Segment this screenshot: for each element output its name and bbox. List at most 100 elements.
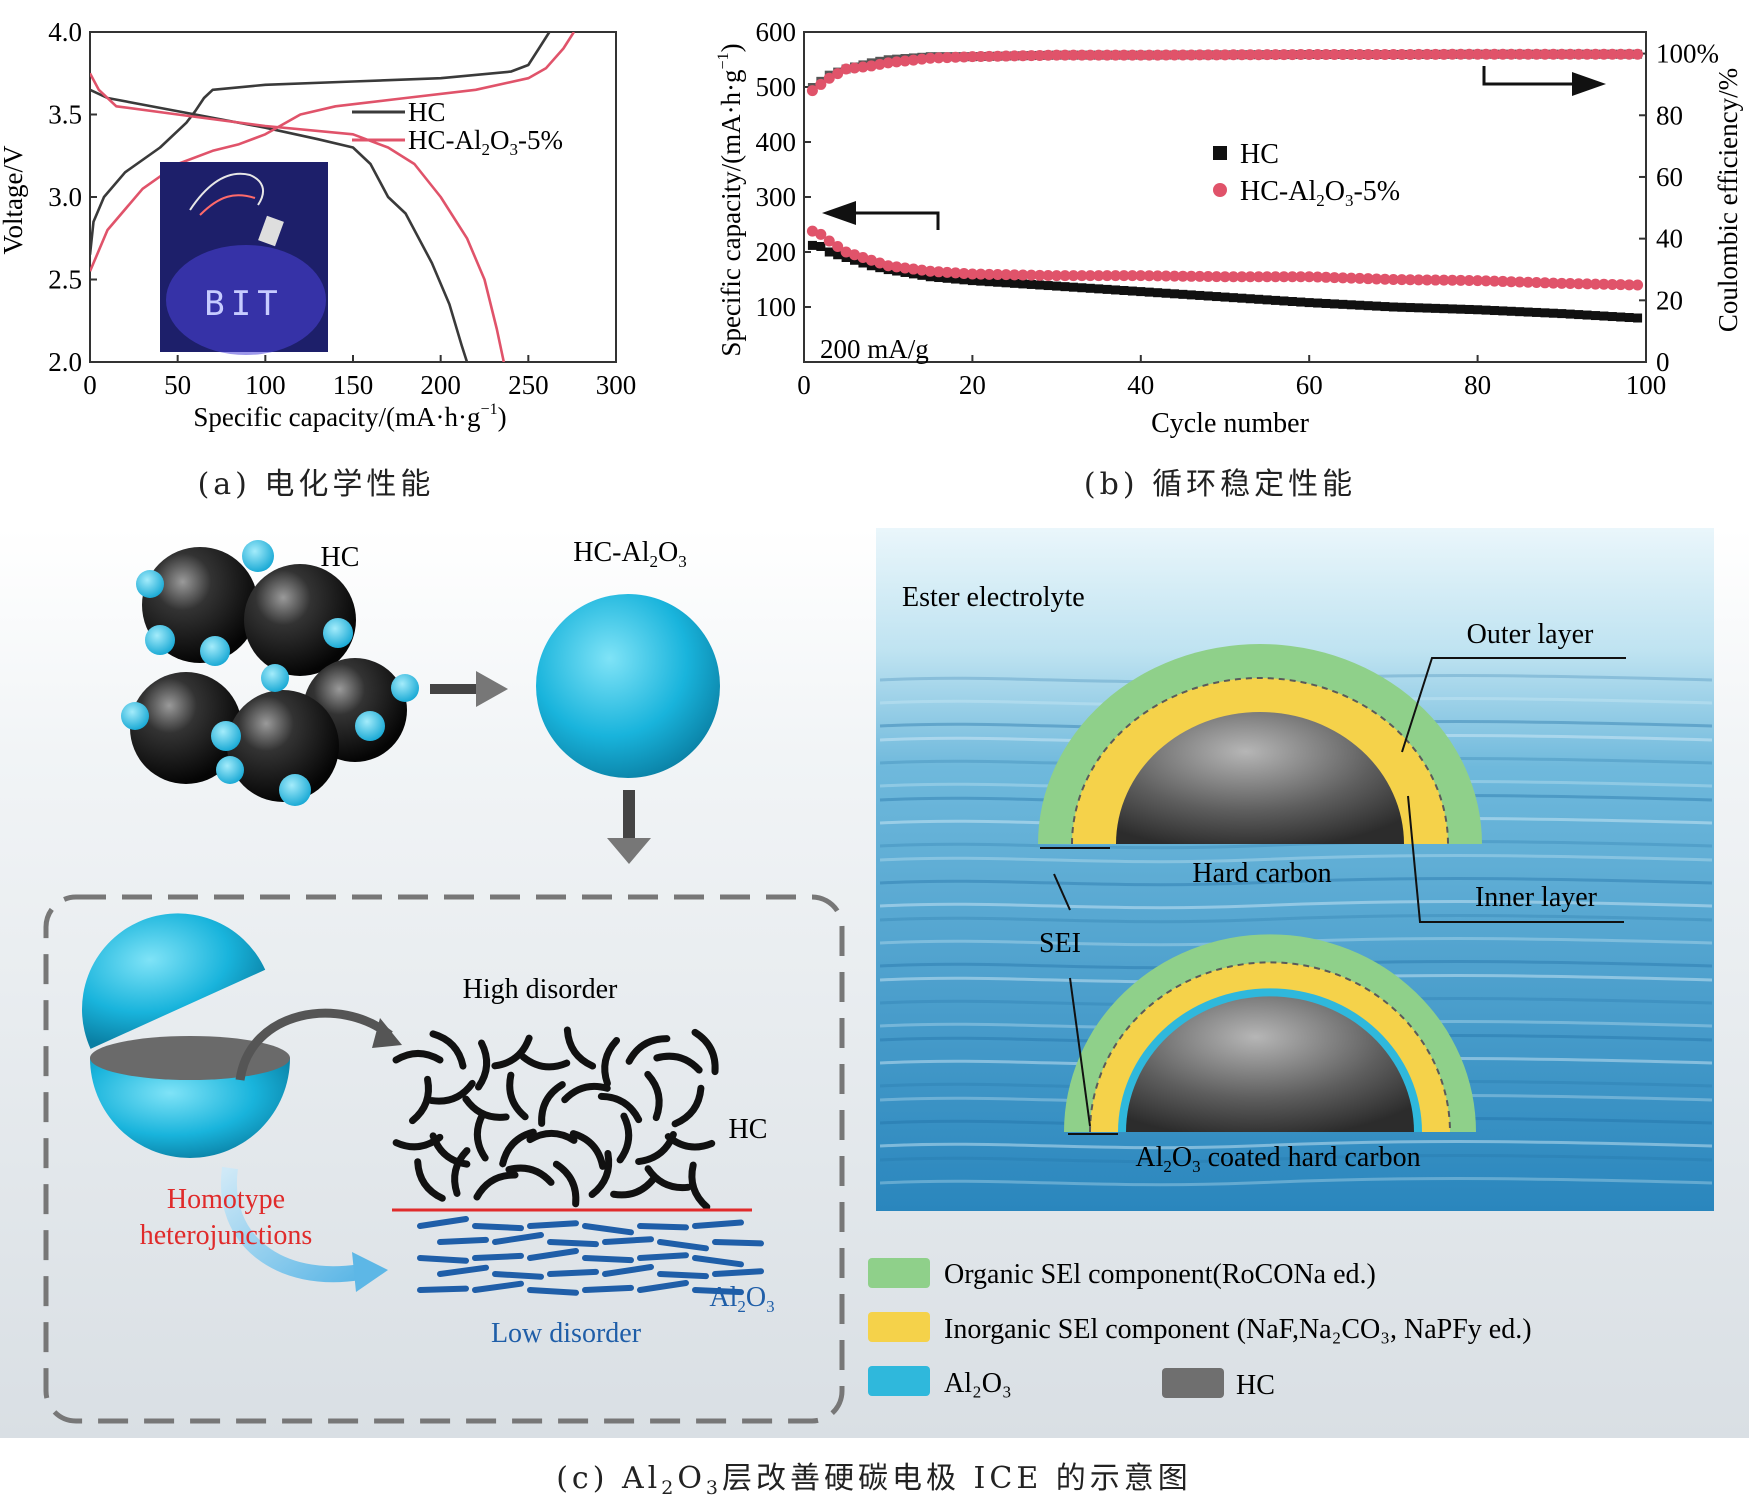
hc-point <box>1590 311 1600 321</box>
hc-al-o-5-ce-point <box>1379 49 1391 61</box>
carbon-strand <box>392 1049 444 1064</box>
a-ytick-label: 3.5 <box>48 100 82 130</box>
a-ytick-label: 4.0 <box>48 17 82 47</box>
hc-al-o-5-point <box>882 260 894 272</box>
legend-b-al-marker <box>1213 183 1227 197</box>
wave-line <box>879 1140 1713 1150</box>
b-ytick-right-label: 20 <box>1656 285 1683 315</box>
hc-al-o-5-point <box>1177 270 1189 282</box>
hc-al-o-5-point <box>1472 275 1484 287</box>
hc-al-o-5-ce-point <box>1034 49 1046 61</box>
carbon-strand <box>429 1132 471 1168</box>
hc-al-o-5-point <box>857 252 869 263</box>
hc-point <box>1119 286 1129 295</box>
carbon-strand <box>563 1026 597 1070</box>
legend-organic-label: Organic SEl component(RoCONa ed.) <box>944 1259 1376 1290</box>
hc-al-o-5-ce-point <box>1270 49 1282 61</box>
hc-al-o-5-point <box>1110 270 1122 282</box>
hc-point <box>1296 297 1306 307</box>
hc-al-o-5-point <box>1522 276 1534 288</box>
legend-a-al-label: HC-Al2O3-5% <box>408 125 563 159</box>
hc-point <box>1607 312 1617 322</box>
b-xtick-label: 0 <box>797 370 811 400</box>
legend-b-al-label: HC-Al2O3-5% <box>1240 176 1400 210</box>
hc-al-o-5-point <box>1505 276 1517 288</box>
hc-al-o-5-point <box>1573 278 1585 290</box>
hc-al-o-5-point <box>1067 270 1079 282</box>
hc-point <box>1102 284 1112 294</box>
al2o3-strand <box>582 1255 634 1264</box>
carbon-strand <box>538 1081 566 1127</box>
carbon-strand <box>506 1071 529 1121</box>
hc-point <box>1616 312 1626 322</box>
hc-al-o-5-ce-point <box>1160 49 1172 61</box>
inset-glow <box>166 245 326 355</box>
hc-al-o-5-ce-point <box>1615 48 1627 60</box>
hc-al-o-5-point <box>1009 269 1020 281</box>
hc-al-o-5-ce-point <box>1531 48 1543 60</box>
hc-al-o-5-point <box>1463 274 1475 286</box>
panel-a-axis-ticks: 0 50 100 150 200 250 300 2.0 2.5 3.0 3.5 4.0 <box>48 17 636 400</box>
hc-al-o-5-ce-point <box>1413 48 1425 60</box>
label-homotype-2: heterojunctions <box>140 1220 313 1251</box>
hc-al-o-5-point <box>933 266 945 278</box>
hc-al-o-5-point <box>1598 278 1610 290</box>
legend-al2o3-swatch <box>868 1366 930 1396</box>
wave-line <box>879 854 1713 864</box>
label-low-disorder: Low disorder <box>491 1318 642 1349</box>
hc-point <box>1363 301 1373 311</box>
hc-point <box>1060 282 1070 292</box>
hc-point <box>1380 302 1390 312</box>
hc-al-o-5-ce-point <box>1101 49 1113 61</box>
hc-point <box>942 273 952 283</box>
al2o3-strand <box>692 1255 744 1268</box>
hc-al-o-5-ce-point <box>1303 49 1315 61</box>
hc-charge-curve <box>90 32 551 255</box>
al2o3-strand <box>692 1219 744 1229</box>
hc-al-o-5-ce-point <box>1505 48 1517 60</box>
hc-al-o-5-point <box>899 262 911 274</box>
b-ytick-left-label: 600 <box>756 17 797 47</box>
al2o3-strand <box>472 1252 524 1261</box>
hc-particle-cluster <box>121 540 419 806</box>
hc-al-o-5-point <box>1025 269 1037 281</box>
a-xtick-label: 250 <box>508 370 549 400</box>
hc-al-o-5-ce-point <box>1556 48 1568 60</box>
b-ytick-right-label: 0 <box>1656 347 1670 377</box>
hc-al-o-5-ce-point <box>1168 49 1180 61</box>
hc-point <box>1481 305 1491 315</box>
hc-al-o-5-ce-point <box>1606 48 1618 60</box>
hc-al-o-5-ce-point <box>1581 48 1593 60</box>
hc-al-o-5-ce-point <box>1219 49 1231 61</box>
carbon-strand <box>588 1149 613 1199</box>
hc-al-o-5-ce-point <box>1371 49 1383 61</box>
hc-point <box>1018 279 1028 289</box>
hc-point <box>1304 298 1314 308</box>
hc-al-o-5-ce-point <box>1312 49 1324 61</box>
panel-b-ylabel-left: Specific capacity/(mA·h·g−1) <box>715 43 746 356</box>
b-ytick-right-label: 80 <box>1656 100 1683 130</box>
hc-al-o-5-point <box>1000 269 1012 281</box>
hc-al-o-5-ce-point <box>874 58 886 70</box>
legend-inorganic-swatch <box>868 1312 930 1342</box>
b-xtick-label: 20 <box>959 370 986 400</box>
hc-disordered-layer <box>392 1026 719 1211</box>
panel-b-annotation: 200 mA/g <box>820 334 929 364</box>
wave-line <box>879 840 1713 850</box>
carbon-strand <box>644 1165 692 1192</box>
inset-wire <box>189 172 265 211</box>
hc-al-o-5-point <box>1497 275 1509 287</box>
panel-a-ylabel: Voltage/V <box>0 145 28 254</box>
hc-point <box>1397 302 1407 312</box>
hc-al-o-5-ce-point <box>891 56 903 68</box>
al2o3-strand <box>582 1223 634 1236</box>
hc-point <box>1489 306 1499 316</box>
hc-al-o-5-ce-point <box>1067 49 1079 61</box>
hc-point <box>1043 281 1053 291</box>
right-axis-arrow <box>1482 66 1606 96</box>
hc-point <box>1388 302 1398 312</box>
carbon-strand <box>408 1075 432 1125</box>
hc-al-o-5-point <box>1295 271 1307 283</box>
hc-al-o-5-point <box>958 267 970 279</box>
transform-arrow-down <box>607 790 651 864</box>
